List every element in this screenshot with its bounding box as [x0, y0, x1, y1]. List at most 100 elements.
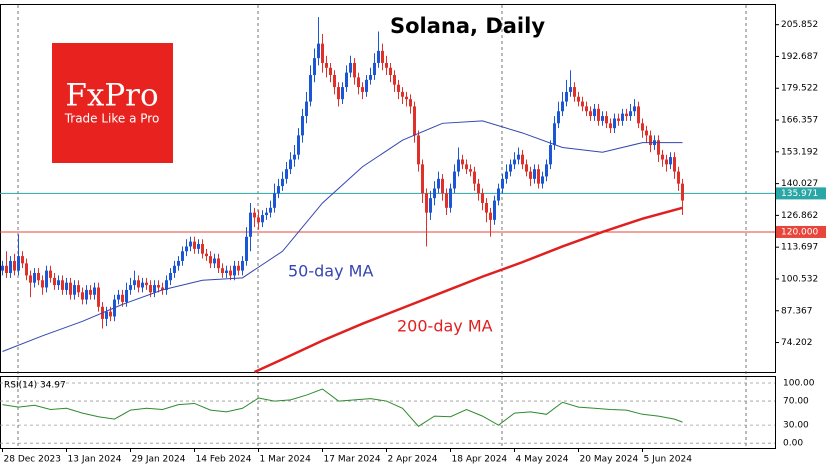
candle-body [645, 130, 648, 136]
y-tick-label: 126.862 [781, 211, 818, 221]
candle-body [217, 258, 220, 269]
candle-body [397, 84, 400, 92]
candle-body [465, 164, 468, 170]
candle-body [537, 169, 540, 184]
candle-body [381, 50, 384, 63]
candle-body [293, 154, 296, 160]
candle-body [313, 58, 316, 76]
candle-body [225, 270, 228, 274]
candle-body [173, 265, 176, 274]
candle-body [577, 96, 580, 102]
candle-body [681, 183, 684, 201]
candle-body [413, 106, 416, 136]
candle-body [285, 169, 288, 179]
candle-body [201, 244, 204, 254]
candle-body [153, 285, 156, 293]
ma-label: 50-day MA [288, 262, 373, 281]
y-tick-label: 74.202 [781, 338, 813, 348]
candle-body [301, 116, 304, 136]
candle-body [549, 145, 552, 165]
candle-body [189, 241, 192, 247]
candle-body [433, 188, 436, 199]
candle-body [65, 282, 68, 290]
candle-body [241, 260, 244, 271]
candle-body [493, 200, 496, 220]
candle-body [281, 178, 284, 187]
candle-body [161, 287, 164, 290]
candle-body [205, 253, 208, 257]
x-tick-label: 14 Feb 2024 [196, 455, 252, 465]
candle-body [529, 171, 532, 179]
candle-body [405, 96, 408, 100]
candle-body [501, 178, 504, 189]
candle-body [253, 212, 256, 218]
candle-body [61, 280, 64, 290]
candle-body [125, 289, 128, 302]
candle-body [441, 178, 444, 194]
candle-body [269, 207, 272, 213]
candle-body [361, 87, 364, 92]
candle-body [93, 287, 96, 295]
price-box-label: 135.971 [781, 189, 818, 199]
x-tick-label: 29 Jan 2024 [132, 455, 186, 465]
logo-brand: FxPro [65, 78, 158, 114]
candle-body [89, 289, 92, 295]
candle-body [53, 277, 56, 286]
candle-body [317, 43, 320, 59]
candle-body [565, 91, 568, 102]
candle-body [445, 193, 448, 208]
candle-body [21, 256, 24, 264]
candle-body [117, 294, 120, 300]
candle-body [601, 116, 604, 121]
candle-body [457, 159, 460, 172]
candle-body [509, 164, 512, 172]
candle-body [145, 282, 148, 286]
candle-body [617, 118, 620, 121]
candle-body [353, 62, 356, 78]
candle-body [13, 260, 16, 271]
candle-body [369, 75, 372, 80]
x-tick-label: 13 Jan 2024 [68, 455, 122, 465]
candle-body [385, 62, 388, 68]
candle-body [533, 169, 536, 179]
candle-body [309, 75, 312, 102]
candle-body [261, 215, 264, 223]
candle-body [677, 171, 680, 184]
ma-line [2, 120, 683, 352]
candle-body [165, 280, 168, 290]
candle-body [449, 188, 452, 208]
candle-body [265, 212, 268, 216]
y-tick-label: 70.00 [783, 397, 809, 407]
candle-body [221, 268, 224, 274]
candle-body [177, 260, 180, 266]
candle-body [377, 50, 380, 63]
candle-body [357, 77, 360, 88]
candle-body [605, 116, 608, 124]
candle-body [629, 111, 632, 117]
candle-body [141, 282, 144, 288]
rsi-panel [0, 376, 776, 449]
price-box [776, 225, 826, 238]
candle-body [129, 285, 132, 290]
candle-body [573, 87, 576, 97]
candle-body [349, 62, 352, 73]
candle-body [625, 113, 628, 117]
candle-body [609, 123, 612, 129]
candle-body [45, 270, 48, 288]
candle-body [461, 159, 464, 165]
rsi-line [2, 388, 683, 427]
candle-body [73, 285, 76, 295]
y-tick-label: 0.00 [783, 439, 803, 449]
candle-body [469, 169, 472, 172]
candle-body [193, 241, 196, 249]
candle-body [505, 171, 508, 179]
candle-body [25, 263, 28, 276]
candle-body [289, 159, 292, 170]
y-tick-label: 113.697 [781, 243, 818, 253]
candle-body [333, 75, 336, 88]
y-tick-label: 30.00 [783, 421, 809, 431]
y-tick-label: 153.192 [781, 147, 818, 157]
candle-body [541, 176, 544, 184]
candle-body [1, 265, 4, 271]
